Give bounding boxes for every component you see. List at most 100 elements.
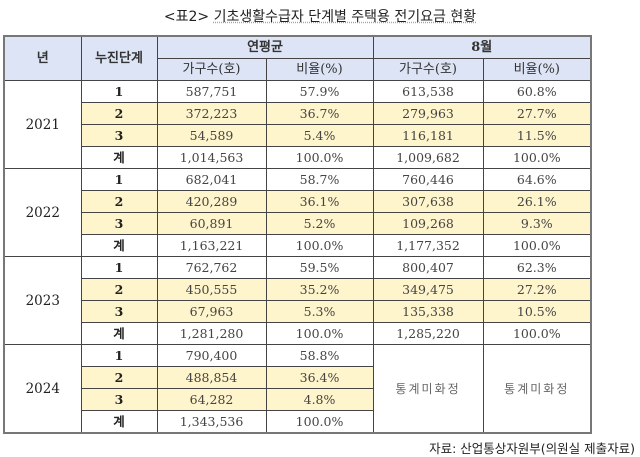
avg-households-cell: 64,282 <box>156 388 267 411</box>
avg-ratio-cell: 100.0% <box>265 410 374 434</box>
avg-households-cell: 420,289 <box>156 190 267 213</box>
avg-households-cell: 372,223 <box>156 102 267 125</box>
aug-households-cell: 800,407 <box>372 256 484 279</box>
avg-ratio-cell: 100.0% <box>265 322 374 345</box>
electricity-fee-table: 년 누진단계 연평균 8월 가구수(호) 비율(%) 가구수(호) 비율(%) … <box>3 35 593 434</box>
avg-ratio-cell: 4.8% <box>265 388 374 411</box>
avg-ratio-cell: 59.5% <box>265 256 374 279</box>
stage-cell: 계 <box>80 146 158 169</box>
header-avg-ratio: 비율(%) <box>265 58 374 81</box>
stage-cell: 1 <box>80 168 158 191</box>
avg-ratio-cell: 57.9% <box>265 80 374 103</box>
table-row-total: 계 1,343,536 100.0% <box>4 410 591 434</box>
table-row: 3 64,282 4.8% <box>4 388 591 411</box>
table-row: 2 450,555 35.2% 349,475 27.2% <box>4 278 592 301</box>
aug-households-cell: 1,285,220 <box>372 322 484 345</box>
aug-households-cell: 760,446 <box>372 168 484 191</box>
table-row: 2 488,854 36.4% <box>4 366 591 389</box>
aug-households-unconfirmed: 통계미화정 <box>372 344 484 434</box>
table-title-prefix: <표2> <box>163 9 214 25</box>
avg-households-cell: 488,854 <box>156 366 267 389</box>
stage-cell: 2 <box>80 278 158 301</box>
stage-cell: 3 <box>80 124 158 147</box>
stage-cell: 2 <box>80 102 158 125</box>
year-cell: 2022 <box>3 168 82 257</box>
year-cell: 2021 <box>3 80 82 169</box>
table-row-total: 계 1,014,563 100.0% 1,009,682 100.0% <box>4 146 592 169</box>
stage-cell: 3 <box>80 212 158 235</box>
table-row: 3 67,963 5.3% 135,338 10.5% <box>4 300 592 323</box>
aug-ratio-cell: 100.0% <box>482 322 592 345</box>
aug-households-cell: 279,963 <box>372 102 484 125</box>
avg-ratio-cell: 35.2% <box>265 278 374 301</box>
avg-households-cell: 1,343,536 <box>156 410 267 434</box>
aug-ratio-cell: 10.5% <box>482 300 592 323</box>
aug-ratio-cell: 64.6% <box>482 168 592 191</box>
avg-households-cell: 587,751 <box>156 80 267 103</box>
aug-ratio-cell: 100.0% <box>482 146 592 169</box>
aug-households-cell: 135,338 <box>372 300 484 323</box>
avg-households-cell: 67,963 <box>156 300 267 323</box>
table-row: 2022 1 682,041 58.7% 760,446 64.6% <box>3 168 592 257</box>
table-row: 2021 1 587,751 57.9% 613,538 60.8% <box>3 80 592 169</box>
aug-ratio-unconfirmed: 통계미화정 <box>482 344 592 434</box>
header-annual-avg: 연평균 <box>156 35 374 59</box>
year-cell: 2024 <box>3 344 82 434</box>
header-aug-ratio: 비율(%) <box>482 58 592 81</box>
aug-ratio-cell: 27.2% <box>482 278 592 301</box>
stage-cell: 계 <box>80 234 158 257</box>
avg-households-cell: 450,555 <box>156 278 267 301</box>
stage-cell: 2 <box>80 366 158 389</box>
aug-ratio-cell: 11.5% <box>482 124 592 147</box>
table-row: 2 420,289 36.1% 307,638 26.1% <box>4 190 592 213</box>
aug-households-cell: 613,538 <box>372 80 484 103</box>
table-row: 3 54,589 5.4% 116,181 11.5% <box>4 124 592 147</box>
aug-ratio-cell: 27.7% <box>482 102 592 125</box>
stage-cell: 1 <box>80 80 158 103</box>
avg-ratio-cell: 100.0% <box>265 146 374 169</box>
header-stage: 누진단계 <box>80 35 158 81</box>
header-august: 8월 <box>372 35 592 59</box>
table-title: <표2> 기초생활수급자 단계별 주택용 전기요금 현황 <box>0 6 640 26</box>
avg-households-cell: 60,891 <box>156 212 267 235</box>
header-row-2: 가구수(호) 비율(%) 가구수(호) 비율(%) <box>4 58 592 81</box>
avg-households-cell: 1,281,280 <box>156 322 267 345</box>
table-row: 2023 1 762,762 59.5% 800,407 62.3% <box>3 256 592 345</box>
aug-ratio-cell: 26.1% <box>482 190 592 213</box>
avg-ratio-cell: 36.7% <box>265 102 374 125</box>
year-cell: 2023 <box>3 256 82 345</box>
table-row-total: 계 1,281,280 100.0% 1,285,220 100.0% <box>4 322 592 345</box>
table-title-text: 기초생활수급자 단계별 주택용 전기요금 현황 <box>213 9 477 25</box>
header-avg-households: 가구수(호) <box>156 58 267 81</box>
avg-ratio-cell: 5.4% <box>265 124 374 147</box>
aug-households-cell: 1,009,682 <box>372 146 484 169</box>
header-year: 년 <box>3 35 82 81</box>
source-note: 자료: 산업통상자원부(의원실 제출자료) <box>429 441 635 456</box>
avg-ratio-cell: 5.2% <box>265 212 374 235</box>
table-row: 3 60,891 5.2% 109,268 9.3% <box>4 212 592 235</box>
header-row-1: 년 누진단계 연평균 8월 <box>3 35 592 81</box>
stage-cell: 계 <box>80 410 158 434</box>
avg-ratio-cell: 58.8% <box>265 344 374 367</box>
stage-cell: 3 <box>80 388 158 411</box>
avg-ratio-cell: 58.7% <box>265 168 374 191</box>
stage-cell: 3 <box>80 300 158 323</box>
aug-ratio-cell: 60.8% <box>482 80 592 103</box>
stage-cell: 2 <box>80 190 158 213</box>
aug-households-cell: 349,475 <box>372 278 484 301</box>
avg-ratio-cell: 36.1% <box>265 190 374 213</box>
table-row: 2 372,223 36.7% 279,963 27.7% <box>4 102 592 125</box>
aug-ratio-cell: 9.3% <box>482 212 592 235</box>
aug-households-cell: 307,638 <box>372 190 484 213</box>
stage-cell: 1 <box>80 344 158 367</box>
avg-households-cell: 54,589 <box>156 124 267 147</box>
table-row: 2024 1 790,400 58.8% 통계미화정 통계미화정 <box>3 344 592 434</box>
avg-households-cell: 790,400 <box>156 344 267 367</box>
table-row-total: 계 1,163,221 100.0% 1,177,352 100.0% <box>4 234 592 257</box>
aug-households-cell: 1,177,352 <box>372 234 484 257</box>
stage-cell: 1 <box>80 256 158 279</box>
avg-households-cell: 762,762 <box>156 256 267 279</box>
avg-households-cell: 1,163,221 <box>156 234 267 257</box>
aug-ratio-cell: 62.3% <box>482 256 592 279</box>
avg-ratio-cell: 5.3% <box>265 300 374 323</box>
